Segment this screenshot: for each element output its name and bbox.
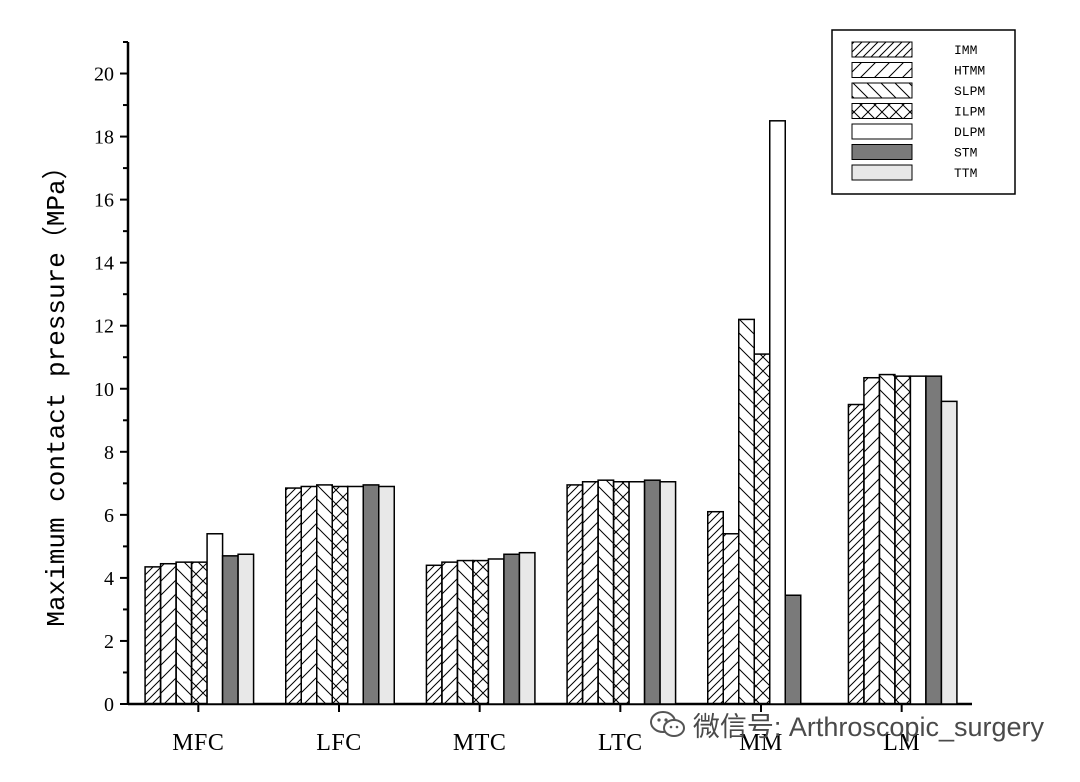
bar-ilpm-mm [753, 353, 771, 705]
bar-dlpm-lm [909, 375, 927, 705]
y-tick-label: 12 [94, 316, 114, 338]
bar-slpm-lfc [316, 484, 333, 705]
watermark: 微信号: Arthroscopic_surgery [649, 705, 1044, 744]
x-tick-label: MFC [172, 730, 224, 756]
bar-ttm-lfc [378, 485, 395, 705]
bar-dlpm-ltc [628, 481, 646, 705]
bar-htmm-lfc [300, 485, 318, 705]
bar-stm-ltc [643, 479, 661, 705]
legend-label-imm: IMM [954, 43, 977, 58]
legend-swatch-dlpm [851, 123, 913, 140]
legend-label-htmm: HTMM [954, 64, 985, 79]
y-tick-label: 16 [94, 190, 114, 212]
y-tick-label: 14 [94, 253, 114, 275]
wechat-icon [649, 711, 685, 737]
legend-swatch-htmm [851, 62, 913, 78]
bar-slpm-lm [878, 373, 896, 705]
bar-ttm-lm [940, 400, 958, 705]
bar-stm-mtc [503, 553, 521, 705]
legend-swatch-imm [851, 41, 913, 58]
x-tick-label: LM [883, 730, 920, 756]
legend-swatch-slpm [851, 82, 913, 99]
bar-slpm-mtc [456, 559, 474, 705]
bar-htmm-mm [722, 533, 740, 705]
bar-imm-mfc [144, 566, 162, 705]
bar-imm-mtc [425, 564, 443, 705]
y-tick-label: 20 [94, 64, 114, 86]
legend-label-ilpm: ILPM [954, 105, 985, 120]
bar-dlpm-mfc [206, 533, 224, 705]
bar-slpm-mm [738, 318, 755, 705]
bar-ttm-mfc [237, 553, 255, 705]
bar-ttm-mtc [518, 551, 536, 705]
bar-ilpm-lfc [331, 485, 349, 705]
bar-ilpm-mtc [472, 559, 490, 705]
bar-stm-lfc [362, 484, 380, 705]
bar-stm-lm [925, 375, 943, 705]
y-tick-label: 4 [104, 568, 114, 590]
bar-imm-mm [707, 510, 724, 705]
bar-htmm-mtc [441, 561, 459, 705]
watermark-text: 微信号: Arthroscopic_surgery [692, 712, 1044, 742]
bar-stm-mfc [221, 555, 239, 705]
legend-label-dlpm: DLPM [954, 125, 985, 140]
x-tick-label: LTC [598, 730, 643, 756]
bar-slpm-ltc [597, 479, 615, 705]
bar-htmm-ltc [581, 481, 599, 705]
legend-swatch-ilpm [851, 103, 913, 119]
bar-dlpm-mm [769, 120, 786, 705]
y-tick-label: 0 [104, 694, 114, 716]
bar-dlpm-mtc [487, 558, 505, 705]
bar-ilpm-mfc [190, 561, 208, 705]
y-tick-label: 8 [104, 442, 114, 464]
bar-slpm-mfc [175, 561, 193, 705]
x-tick-label: LFC [316, 730, 362, 756]
bar-imm-ltc [566, 484, 584, 705]
legend-label-ttm: TTM [954, 166, 977, 181]
bar-imm-lm [847, 403, 865, 705]
y-tick-label: 2 [104, 631, 114, 653]
bar-stm-mm [784, 594, 802, 705]
legend-label-slpm: SLPM [954, 84, 985, 99]
y-axis-label: Maximum contact pressure（MPa） [42, 153, 72, 626]
legend-swatch-ttm [851, 164, 913, 181]
bar-ilpm-lm [894, 375, 912, 705]
bar-dlpm-lfc [347, 485, 364, 705]
bar-ilpm-ltc [612, 481, 630, 705]
legend-swatch-stm [851, 144, 913, 160]
bar-htmm-mfc [159, 562, 177, 705]
y-tick-label: 10 [94, 379, 114, 401]
x-tick-label: MM [739, 730, 783, 756]
y-tick-label: 6 [104, 505, 114, 527]
bar-imm-lfc [285, 487, 302, 705]
bar-ttm-ltc [659, 481, 677, 705]
legend-label-stm: STM [954, 146, 977, 161]
x-tick-label: MTC [453, 730, 507, 756]
bar-htmm-lm [863, 376, 881, 705]
y-tick-label: 18 [94, 127, 114, 149]
